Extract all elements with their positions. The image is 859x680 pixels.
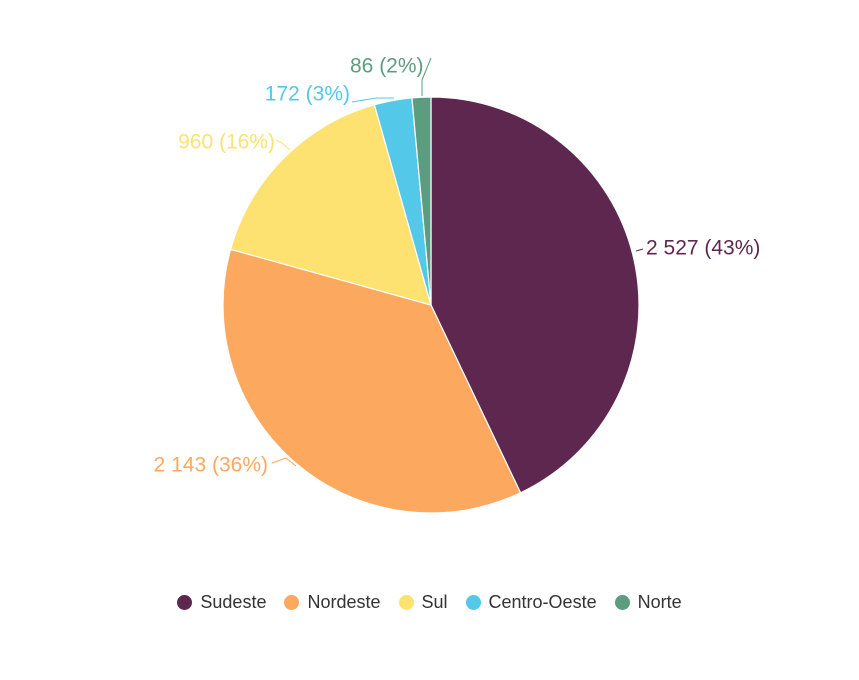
data-label-sudeste: 2 527 (43%): [646, 237, 760, 260]
legend-label-nordeste: Nordeste: [307, 592, 381, 612]
pie-slice-nordeste[interactable]: [222, 248, 522, 514]
pie-slice-norte[interactable]: [411, 96, 432, 306]
legend-item-nordeste[interactable]: Nordeste: [284, 592, 381, 613]
legend-label-sul: Sul: [421, 592, 448, 612]
legend-marker-nordeste: [284, 595, 300, 610]
data-label-nordeste: 2 143 (36%): [154, 454, 268, 477]
pie-slice-sudeste[interactable]: [430, 96, 640, 494]
leader-line-centro-oeste: [351, 97, 394, 103]
legend-marker-norte: [614, 595, 630, 610]
legend-label-centro-oeste: Centro-Oeste: [488, 592, 597, 612]
slice-labels: 2 527 (43%) 2 143 (36%) 960 (16%) 172 (3%)8…: [154, 55, 761, 477]
label-leader-lines: [271, 57, 644, 467]
legend-marker-sul: [398, 595, 414, 610]
legend: Sudeste Nordeste Sul Centro-Oeste Norte: [0, 592, 859, 613]
legend-item-sudeste[interactable]: Sudeste: [177, 592, 266, 613]
pie-chart: 2 527 (43%) 2 143 (36%) 960 (16%) 172 (3%)8…: [154, 55, 761, 514]
legend-item-sul[interactable]: Sul: [398, 592, 448, 613]
leader-line-sudeste: [635, 248, 644, 252]
pie-slice-sul[interactable]: [229, 104, 432, 306]
legend-marker-sudeste: [177, 595, 193, 610]
legend-item-norte[interactable]: Norte: [614, 592, 682, 613]
pie-slices: [222, 96, 640, 514]
legend-label-norte: Norte: [637, 592, 682, 612]
legend-marker-centro-oeste: [465, 595, 481, 610]
legend-label-sudeste: Sudeste: [200, 592, 267, 612]
leader-line-sul: [275, 139, 291, 151]
data-label-norte: 86 (2%): [350, 55, 424, 78]
leader-line-norte: [421, 57, 432, 96]
data-label-sul: 960 (16%): [178, 131, 275, 154]
legend-item-centro-oeste[interactable]: Centro-Oeste: [465, 592, 597, 613]
data-label-centro-oeste: 172 (3%): [265, 83, 350, 106]
leader-line-nordeste: [271, 457, 297, 467]
